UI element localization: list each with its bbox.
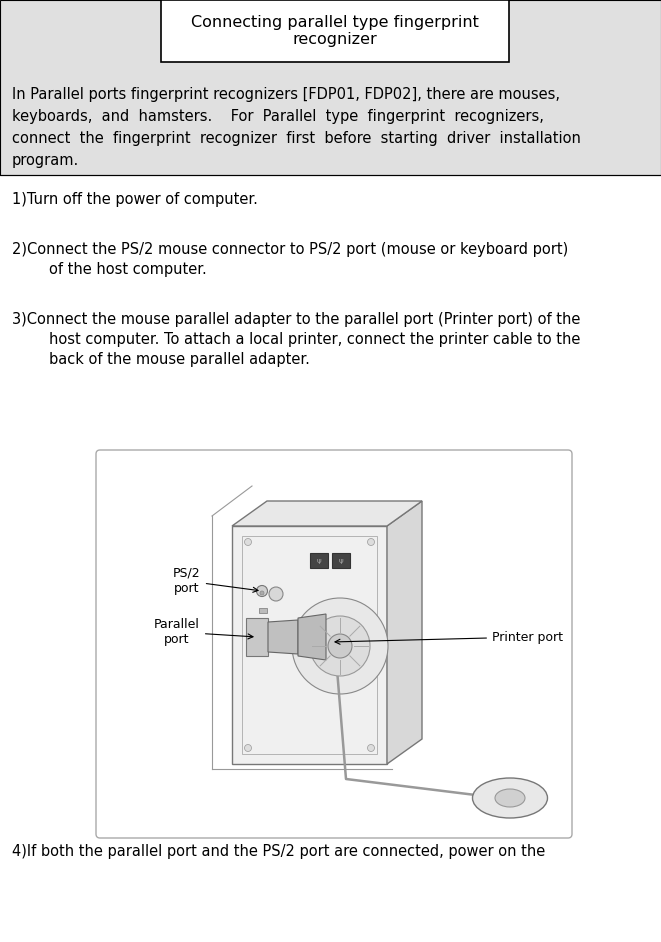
- Bar: [242, 536, 377, 754]
- Text: of the host computer.: of the host computer.: [12, 262, 207, 277]
- Bar: [232, 526, 387, 764]
- Text: PS/2
port: PS/2 port: [173, 567, 258, 595]
- Text: 4)If both the parallel port and the PS/2 port are connected, power on the: 4)If both the parallel port and the PS/2…: [12, 844, 545, 859]
- Circle shape: [256, 586, 268, 596]
- Circle shape: [245, 539, 251, 545]
- FancyBboxPatch shape: [96, 450, 572, 838]
- Text: Parallel
port: Parallel port: [154, 618, 253, 646]
- Text: In Parallel ports fingerprint recognizers [FDP01, FDP02], there are mouses,: In Parallel ports fingerprint recognizer…: [12, 87, 560, 102]
- Polygon shape: [387, 501, 422, 764]
- Polygon shape: [232, 501, 422, 526]
- Polygon shape: [298, 614, 326, 660]
- Text: keyboards,  and  hamsters.    For  Parallel  type  fingerprint  recognizers,: keyboards, and hamsters. For Parallel ty…: [12, 109, 544, 124]
- Circle shape: [245, 744, 251, 752]
- Bar: [259, 608, 267, 613]
- Bar: [0, 0, 661, 175]
- Circle shape: [368, 744, 375, 752]
- Circle shape: [328, 634, 352, 658]
- Text: Connecting parallel type fingerprint
recognizer: Connecting parallel type fingerprint rec…: [191, 15, 479, 47]
- Text: back of the mouse parallel adapter.: back of the mouse parallel adapter.: [12, 352, 310, 367]
- Text: 1)Turn off the power of computer.: 1)Turn off the power of computer.: [12, 192, 258, 207]
- Bar: [246, 618, 268, 656]
- Text: 2)Connect the PS/2 mouse connector to PS/2 port (mouse or keyboard port): 2)Connect the PS/2 mouse connector to PS…: [12, 242, 568, 257]
- Text: ψ: ψ: [338, 558, 343, 563]
- Ellipse shape: [473, 778, 547, 818]
- Circle shape: [292, 598, 388, 694]
- Text: connect  the  fingerprint  recognizer  first  before  starting  driver  installa: connect the fingerprint recognizer first…: [12, 131, 581, 146]
- Circle shape: [269, 587, 283, 601]
- Bar: [310, 553, 328, 568]
- Polygon shape: [268, 620, 298, 654]
- Ellipse shape: [495, 789, 525, 807]
- Circle shape: [368, 539, 375, 545]
- Text: Printer port: Printer port: [335, 630, 563, 644]
- Text: host computer. To attach a local printer, connect the printer cable to the: host computer. To attach a local printer…: [12, 332, 580, 347]
- Text: program.: program.: [12, 153, 79, 168]
- Bar: [161, 0, 509, 62]
- Circle shape: [260, 591, 264, 595]
- Text: ψ: ψ: [317, 558, 321, 563]
- Bar: [332, 553, 350, 568]
- Text: 3)Connect the mouse parallel adapter to the parallel port (Printer port) of the: 3)Connect the mouse parallel adapter to …: [12, 312, 580, 327]
- Circle shape: [310, 616, 370, 676]
